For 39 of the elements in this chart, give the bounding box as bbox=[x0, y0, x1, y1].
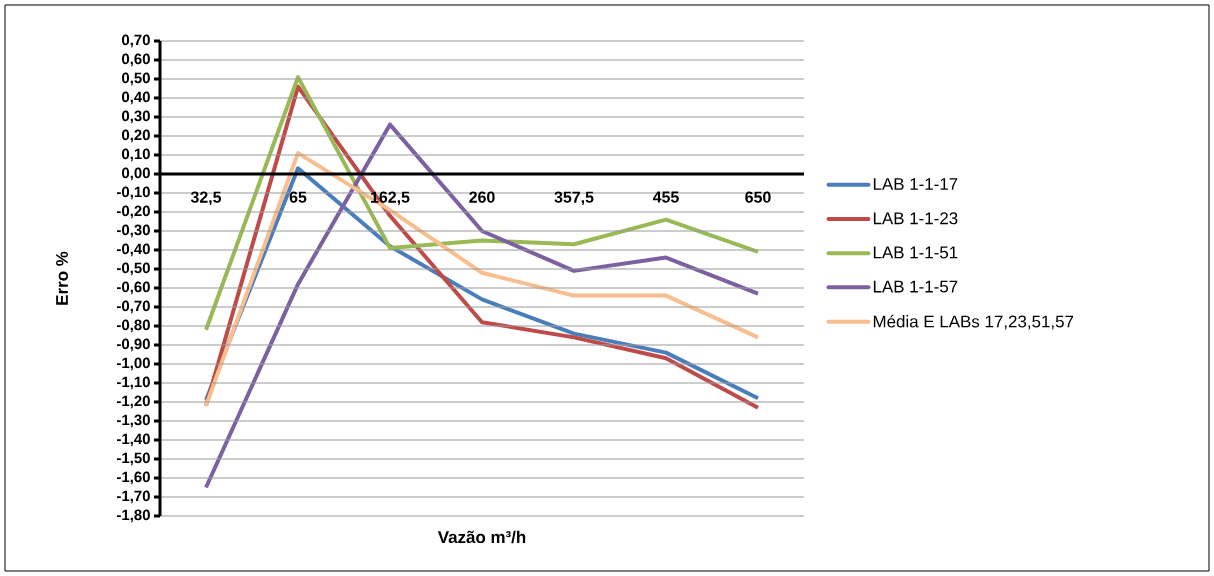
x-axis-title: Vazão m³/h bbox=[437, 530, 526, 544]
y-tick-label: -1,80 bbox=[117, 509, 150, 523]
y-tick-label: -0,80 bbox=[117, 319, 150, 333]
y-tick-label: -0,90 bbox=[117, 338, 150, 352]
legend-label: LAB 1-1-23 bbox=[873, 212, 958, 225]
y-tick-label: 0,70 bbox=[122, 34, 150, 48]
y-tick-label: 0,30 bbox=[122, 110, 150, 124]
y-axis-title: Erro % bbox=[56, 251, 68, 305]
y-tick-label: -0,60 bbox=[117, 281, 150, 295]
y-tick-label: 0,20 bbox=[122, 129, 150, 143]
y-tick-label: -0,50 bbox=[117, 262, 150, 276]
y-tick-label: -1,10 bbox=[117, 376, 150, 390]
y-tick-label: 0,60 bbox=[122, 53, 150, 67]
x-tick-label: 32,5 bbox=[190, 191, 222, 206]
legend-label: Média E LABs 17,23,51,57 bbox=[873, 314, 1074, 330]
y-tick-label: 0,10 bbox=[122, 148, 150, 162]
y-tick-label: -0,10 bbox=[117, 186, 150, 200]
x-tick-label: 260 bbox=[469, 191, 495, 203]
x-tick-label: 65 bbox=[289, 191, 307, 203]
y-tick-label: -1,70 bbox=[117, 490, 150, 504]
x-tick-label: 650 bbox=[745, 191, 771, 203]
legend-label: LAB 1-1-51 bbox=[873, 246, 958, 259]
x-tick-label: 357,5 bbox=[554, 191, 594, 206]
y-tick-label: -1,60 bbox=[117, 471, 150, 485]
legend-label: LAB 1-1-57 bbox=[873, 280, 958, 293]
y-tick-label: -1,20 bbox=[117, 395, 150, 409]
y-tick-label: -1,40 bbox=[117, 433, 150, 447]
y-tick-label: 0,50 bbox=[122, 72, 150, 86]
y-tick-label: -1,00 bbox=[117, 357, 150, 371]
y-tick-label: 0,40 bbox=[122, 91, 150, 105]
y-tick-label: -1,30 bbox=[117, 414, 150, 428]
y-tick-label: -1,50 bbox=[117, 452, 150, 466]
y-tick-label: -0,40 bbox=[117, 243, 150, 257]
y-tick-label: -0,20 bbox=[117, 205, 150, 219]
y-tick-label: -0,70 bbox=[117, 300, 150, 314]
y-tick-label: 0,00 bbox=[122, 167, 150, 181]
y-tick-label: -0,30 bbox=[117, 224, 150, 238]
legend-label: LAB 1-1-17 bbox=[873, 178, 958, 190]
x-tick-label: 455 bbox=[652, 191, 679, 203]
